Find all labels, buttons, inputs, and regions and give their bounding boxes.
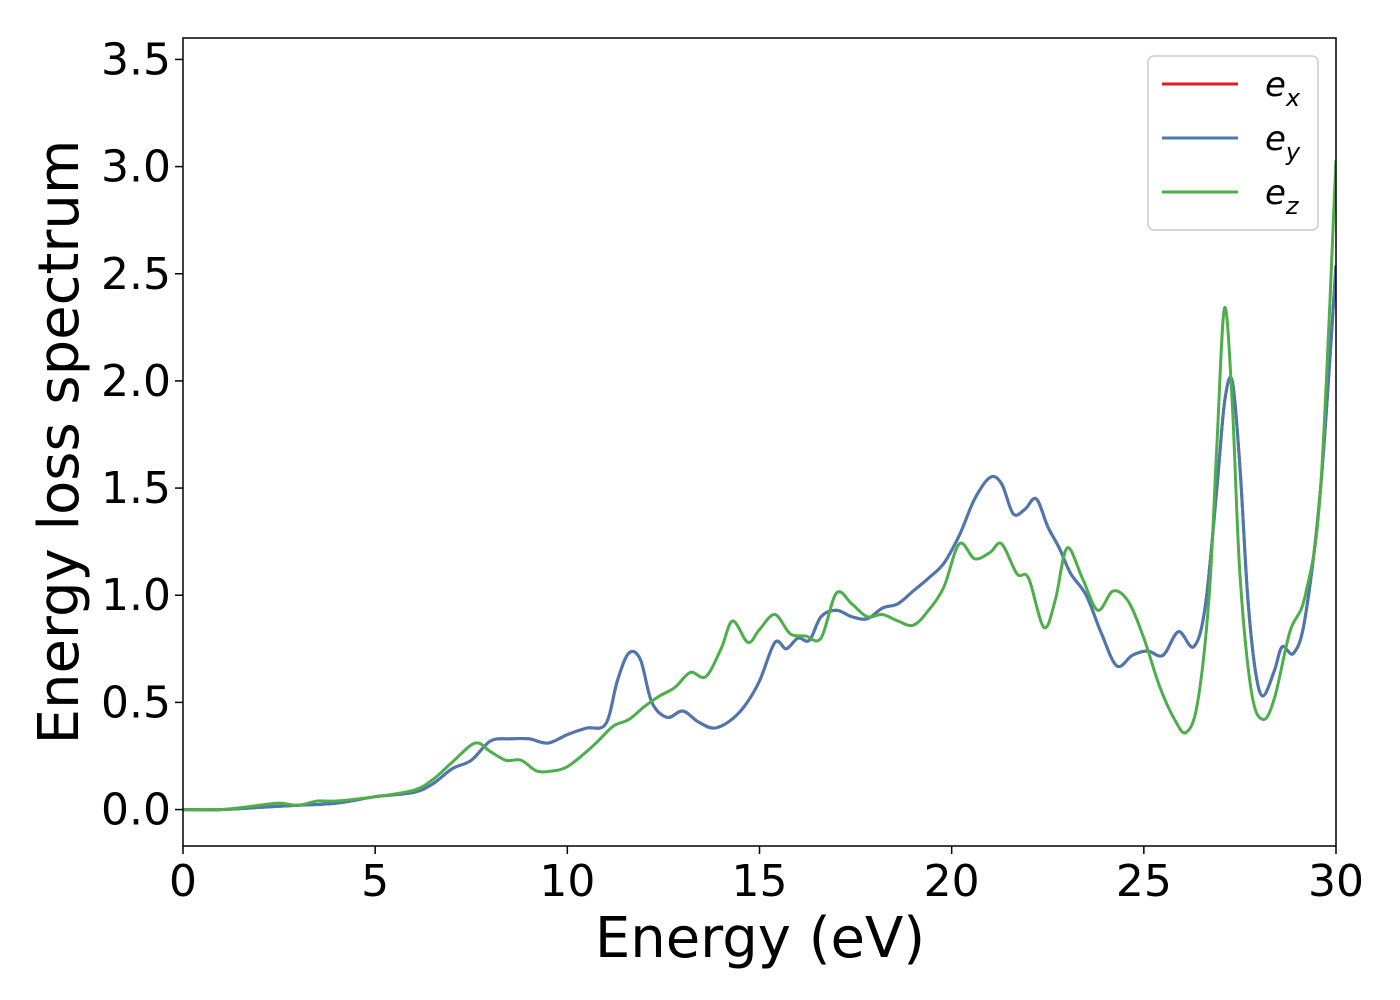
y-axis: 0.0 0.5 1.0 1.5 2.0 2.5 3.0 3.5 [101,34,183,836]
legend-label-ex: ex [1265,65,1301,112]
series-line-ex [183,265,1336,812]
y-tick-label: 1.5 [101,463,171,514]
y-tick-label: 1.0 [101,570,171,621]
x-tick-label: 10 [539,856,595,907]
x-tick-label: 0 [169,856,197,907]
x-tick-label: 20 [924,856,980,907]
plot-series [183,160,1336,812]
y-tick-label: 3.5 [101,34,171,85]
y-tick-label: 0.5 [101,677,171,728]
x-tick-label: 15 [732,856,788,907]
x-axis: 0 5 10 15 20 25 30 [169,846,1364,907]
x-tick-label: 25 [1116,856,1172,907]
series-line-ez [183,160,1336,812]
legend-label-ey: ey [1265,119,1301,166]
legend-box [1147,55,1319,231]
x-axis-title: Energy (eV) [595,906,925,971]
series-line-ey [183,265,1336,812]
x-tick-label: 30 [1308,856,1364,907]
x-tick-label: 5 [361,856,389,907]
y-tick-label: 2.0 [101,356,171,407]
y-axis-title: Energy loss spectrum [27,140,92,745]
y-tick-label: 0.0 [101,785,171,836]
y-tick-label: 2.5 [101,249,171,300]
y-tick-label: 3.0 [101,142,171,193]
